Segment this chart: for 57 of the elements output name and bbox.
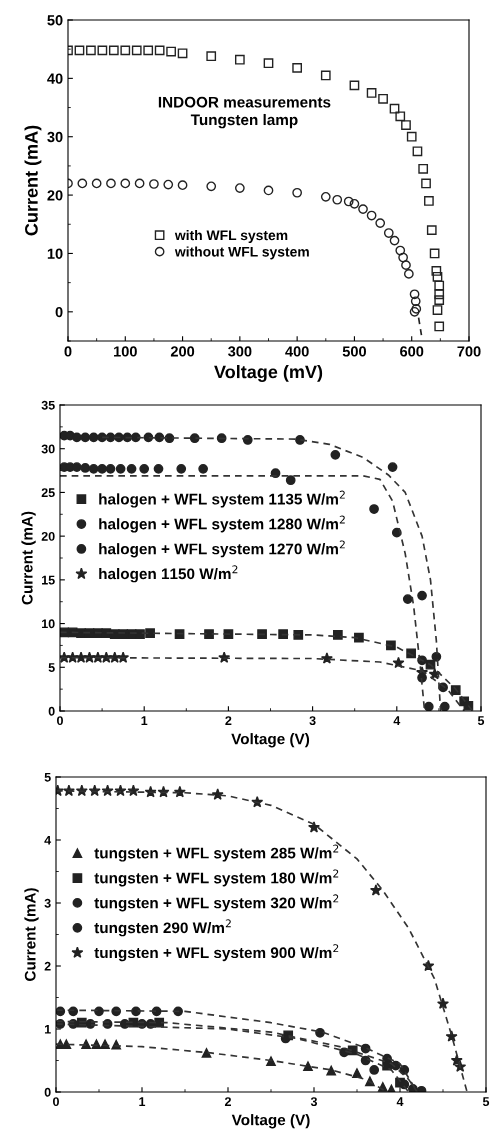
- x-tick-label: 1: [141, 716, 148, 725]
- x-tick-label: 700: [457, 346, 481, 357]
- y-tick-label: 0: [48, 706, 55, 716]
- x-tick-label: 300: [228, 346, 252, 357]
- x-tick-label: 3: [310, 1097, 318, 1107]
- x-axis-title: Voltage (V): [231, 733, 310, 748]
- legend-label: without WFL system: [174, 246, 309, 260]
- y-tick-label: 25: [41, 488, 55, 498]
- y-tick-label: 4: [44, 835, 52, 845]
- legend-label: halogen + WFL system 1270 W/m$^{2}$: [99, 540, 345, 558]
- y-axis-title: Current (mA): [21, 511, 36, 605]
- x-tick-label: 400: [285, 346, 309, 357]
- y-tick-label: 50: [47, 15, 63, 26]
- x-tick-label: 2: [225, 716, 232, 725]
- y-axis-title: Current (mA): [24, 125, 42, 236]
- legend-label: tungsten + WFL system 285 W/m$^{2}$: [94, 844, 339, 862]
- y-axis-title: Current (mA): [24, 888, 39, 981]
- x-tick-label: 3: [309, 716, 316, 726]
- annotation: Tungsten lamp: [190, 113, 298, 129]
- legend-label: tungsten + WFL system 180 W/m$^{2}$: [94, 869, 339, 887]
- y-tick-label: 0: [55, 306, 63, 318]
- legend-label: tungsten + WFL system 900 W/m$^{2}$: [94, 944, 339, 962]
- legend-label: halogen 1150 W/m$^{2}$: [99, 565, 238, 583]
- x-tick-label: 5: [482, 1097, 490, 1107]
- y-tick-label: 3: [44, 898, 51, 908]
- x-tick-label: 1: [139, 1097, 146, 1106]
- x-tick-label: 4: [396, 1097, 404, 1106]
- y-tick-label: 10: [47, 248, 63, 259]
- x-tick-label: 5: [477, 716, 485, 726]
- x-tick-label: 200: [170, 346, 195, 357]
- legend-label: tungsten + WFL system 320 W/m$^{2}$: [94, 894, 339, 912]
- y-tick-label: 1: [44, 1024, 51, 1034]
- y-tick-label: 30: [41, 444, 55, 454]
- y-tick-label: 20: [47, 190, 63, 201]
- annotation: INDOOR measurements: [158, 96, 331, 108]
- y-tick-label: 5: [44, 772, 51, 782]
- x-axis-title: Voltage (V): [231, 1114, 310, 1129]
- legend-label: tungsten 290 W/m$^{2}$: [94, 919, 231, 937]
- legend-label: halogen + WFL system 1135 W/m$^{2}$: [99, 490, 345, 508]
- y-tick-label: 0: [44, 1087, 51, 1097]
- legend-label: with WFL system: [174, 230, 288, 243]
- y-tick-label: 15: [42, 575, 55, 585]
- y-tick-label: 30: [47, 131, 63, 143]
- legend-label: halogen + WFL system 1280 W/m$^{2}$: [99, 515, 345, 533]
- x-tick-label: 100: [114, 346, 137, 357]
- x-tick-label: 500: [342, 346, 366, 357]
- x-tick-label: 4: [393, 716, 401, 725]
- y-tick-label: 40: [47, 73, 63, 84]
- y-tick-label: 2: [44, 961, 51, 971]
- y-tick-label: 10: [42, 619, 55, 629]
- x-tick-label: 0: [64, 346, 72, 357]
- x-tick-label: 600: [400, 346, 424, 357]
- x-tick-label: 2: [224, 1097, 231, 1106]
- y-tick-label: 5: [48, 663, 55, 672]
- x-axis-title: Voltage (mV): [214, 365, 323, 382]
- y-tick-label: 20: [41, 531, 55, 541]
- y-tick-label: 35: [41, 400, 55, 410]
